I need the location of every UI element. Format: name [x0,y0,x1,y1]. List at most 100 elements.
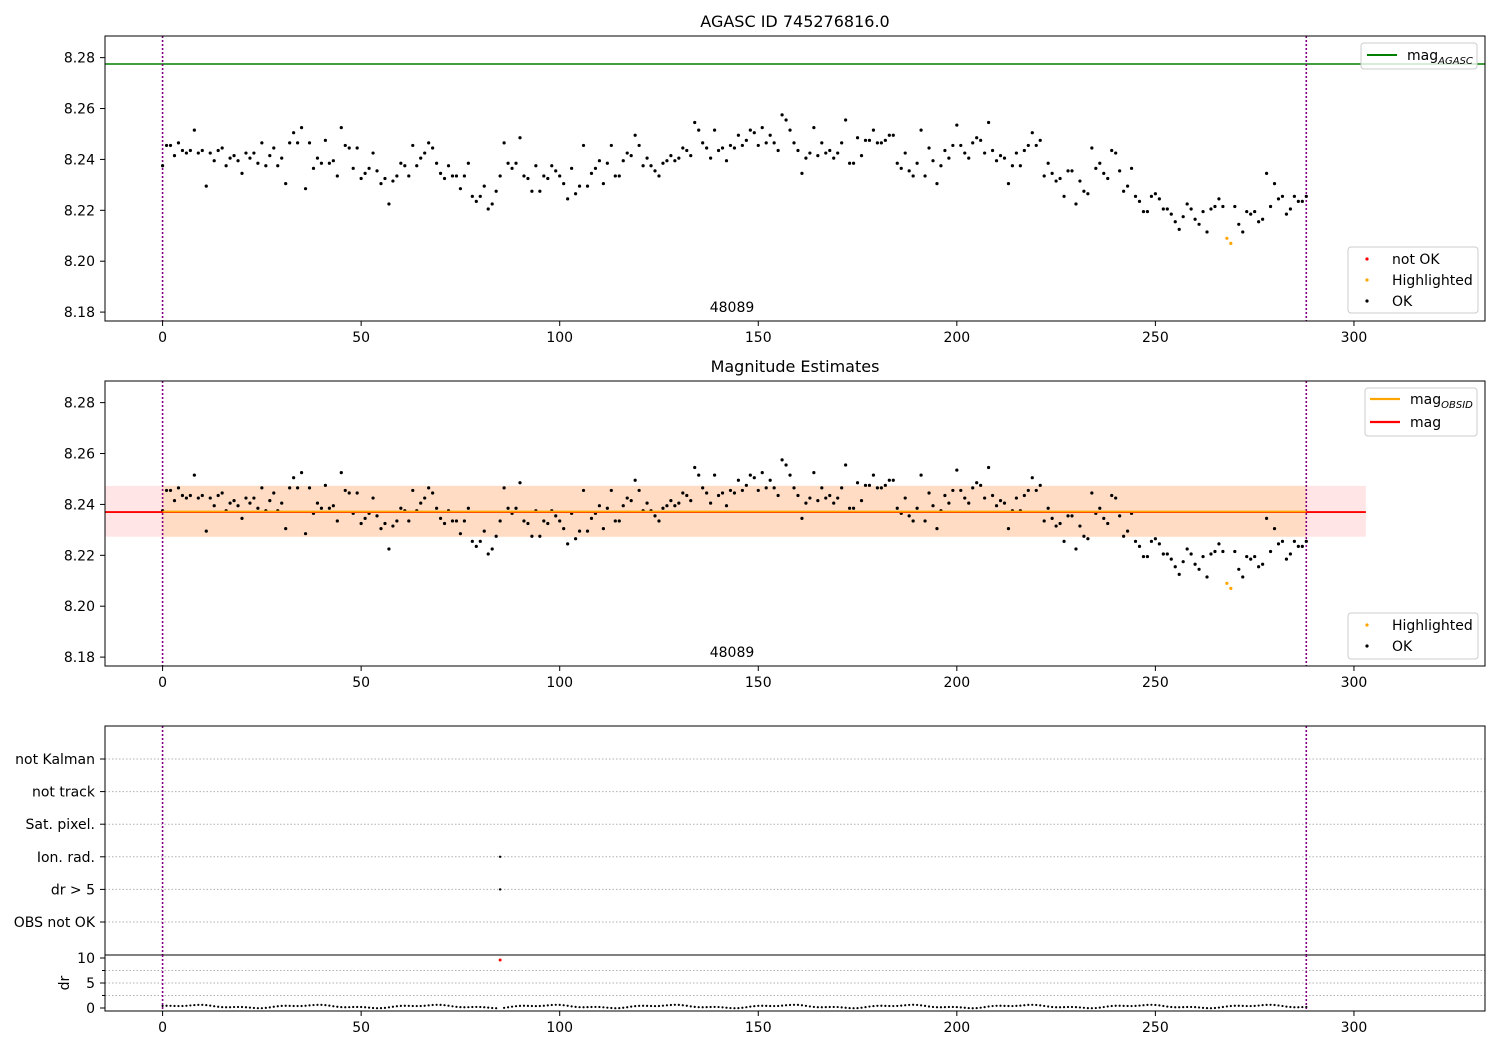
panel2-title: Magnitude Estimates [711,357,880,376]
panel-flags: not Kalman not track Sat. pixel. Ion. rad. d… [14,726,1485,956]
data-point-ok [681,491,685,495]
data-point-ok [355,146,359,150]
data-point-ok [986,120,991,125]
data-point-ok [990,148,995,153]
panel1-legend-bottom[interactable]: not OK Highlighted OK [1347,246,1479,314]
data-point-ok [673,159,677,163]
panel1-legend-top[interactable]: magAGASC [1360,42,1478,70]
data-point-ok [788,128,792,132]
data-point-ok [256,506,260,510]
dr-point [1051,1005,1054,1009]
data-point-ok [236,504,240,508]
data-point-ok [1153,192,1157,196]
data-point-ok [939,164,943,168]
flag-label: dr > 5 [51,882,95,898]
dr-point [344,1006,347,1009]
data-point-ok [244,151,248,155]
data-point-ok [1062,539,1066,543]
data-point-ok [649,164,653,168]
dr-point [725,1006,728,1009]
dr-point [252,1006,256,1010]
dr-point [280,1004,283,1007]
data-point-ok [288,486,292,490]
data-point-ok [474,544,478,549]
dr-point [693,1005,696,1008]
dr-point [459,1006,462,1009]
panel-agasc-magnitude: AGASC ID 745276816.0 0 50 100 150 200 250 300 … [64,12,1486,346]
dr-point [665,1004,669,1007]
data-point-ok [724,159,729,163]
dr-point [1225,1005,1228,1008]
svg-text:magAGASC: magAGASC [1407,48,1473,67]
data-point-ok [1034,143,1038,148]
dr-point [673,1003,676,1006]
dr-point [514,1005,518,1008]
data-point-ok [915,161,919,165]
data-point-ok [963,496,967,500]
data-point-ok [1257,565,1261,569]
dr-point [415,1004,418,1008]
data-point-ok [1046,506,1050,510]
dr-point [1003,1004,1006,1007]
data-point-ok [863,483,868,487]
data-point-ok [1141,209,1146,214]
data-point-ok [1058,176,1062,181]
data-point-ok [526,176,530,181]
data-point-ok [228,156,232,160]
dr-point [935,1006,939,1009]
data-point-ok [796,148,800,153]
legend-label-highlighted: Highlighted [1392,618,1473,634]
data-point-ok [470,539,474,543]
data-point-ok [617,519,621,523]
data-point-ok [359,176,363,181]
x-tick-label: 100 [546,675,573,691]
data-point-ok [1042,174,1046,178]
data-point-ok [566,542,570,546]
data-point-ok [927,491,931,495]
dr-point [1209,1007,1213,1010]
data-point-ok [411,143,415,148]
data-point-ok [538,534,542,538]
data-point-ok [172,153,177,158]
data-point-ok [482,529,486,533]
dr-point [661,1004,665,1007]
data-point-ok [1165,552,1169,556]
data-point-ok [947,156,951,160]
dr-point [1190,1005,1193,1009]
data-point-ok [1026,488,1030,493]
dr-point [1102,1005,1105,1009]
data-point-ok [1129,166,1134,170]
data-point-ok [514,506,518,510]
legend-marker-ok [1365,644,1369,648]
data-point-ok [621,159,625,163]
x-tick-label: 200 [943,1020,970,1036]
data-point-ok [347,491,351,495]
data-point-ok [1149,539,1154,543]
data-point-ok [450,519,455,523]
data-point-ok [812,126,816,130]
data-point-ok [685,148,689,153]
panel4-ylabel: dr [57,975,73,990]
data-point-ok [1090,146,1094,150]
dr-point [1178,1006,1181,1009]
dr-point [983,1005,986,1009]
panel2-legend-bottom[interactable]: Highlighted OK [1347,612,1479,660]
dr-point [491,1006,494,1010]
dr-point [1035,1003,1038,1007]
data-point-ok [756,488,760,493]
dr-point [1197,1006,1201,1009]
data-point-ok [808,151,812,155]
panel2-legend-top[interactable]: magOBSID mag [1364,387,1478,437]
data-point-ok [1038,483,1042,487]
data-point-ok [772,141,776,145]
data-point-ok [1125,529,1130,533]
data-point-ok [1137,544,1142,549]
data-point-ok [1014,496,1018,500]
dr-point [169,1004,172,1007]
data-point-ok [1018,164,1022,168]
dr-point [761,1004,764,1007]
data-point-ok [1145,554,1150,559]
dr-point [407,1004,410,1007]
x-tick-label: 0 [158,1020,167,1036]
dr-point [495,1007,498,1010]
